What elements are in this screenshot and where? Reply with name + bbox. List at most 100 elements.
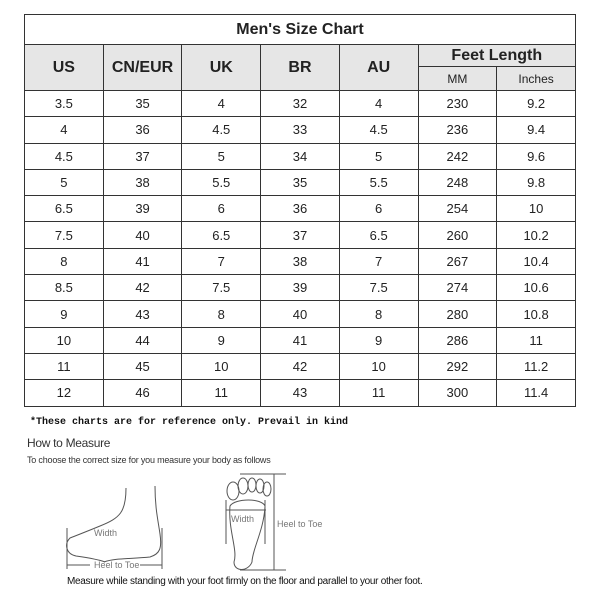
table-cell: 10.2 xyxy=(496,221,576,249)
table-cell: 286 xyxy=(417,326,498,354)
table-cell: 5.5 xyxy=(338,168,419,197)
table-cell: 32 xyxy=(260,89,340,118)
table-cell: 34 xyxy=(260,142,340,170)
table-cell: 7 xyxy=(181,247,262,276)
table-cell: 39 xyxy=(102,195,183,223)
measure-caption: Measure while standing with your foot fi… xyxy=(67,576,423,587)
table-cell: 40 xyxy=(102,221,183,249)
table-row: 12 46 11 43 11 300 11.4 xyxy=(24,379,576,407)
table-cell: 11 xyxy=(338,379,419,407)
table-row: 3.5 35 4 32 4 230 9.2 xyxy=(24,89,576,118)
table-cell: 5 xyxy=(181,142,262,170)
table-cell: 4.5 xyxy=(24,142,104,170)
table-cell: 37 xyxy=(102,142,183,170)
table-cell: 11 xyxy=(496,326,576,354)
table-cell: 38 xyxy=(102,168,183,197)
table-cell: 9.6 xyxy=(496,142,576,170)
table-cell: 40 xyxy=(260,300,340,328)
reference-note: *These charts are for reference only. Pr… xyxy=(30,417,349,428)
table-cell: 8 xyxy=(338,300,419,328)
table-cell: 5 xyxy=(24,168,104,197)
table-cell: 4.5 xyxy=(181,116,262,144)
table-row: 10 44 9 41 9 286 11 xyxy=(24,326,576,354)
header-inches: Inches xyxy=(496,66,576,91)
table-cell: 10 xyxy=(338,352,419,381)
top-width-label: Width xyxy=(231,514,254,524)
table-cell: 8 xyxy=(181,300,262,328)
table-cell: 7.5 xyxy=(338,274,419,302)
table-cell: 46 xyxy=(102,379,183,407)
size-chart-table: Men's Size Chart US CN/EUR UK BR AU Feet… xyxy=(24,14,577,407)
table-cell: 10.4 xyxy=(496,247,576,276)
table-cell: 43 xyxy=(102,300,183,328)
header-feet-length: Feet Length xyxy=(417,44,577,67)
how-to-measure-title: How to Measure xyxy=(27,436,111,450)
table-cell: 236 xyxy=(417,116,498,144)
table-cell: 9 xyxy=(24,300,104,328)
table-cell: 242 xyxy=(417,142,498,170)
table-cell: 10.8 xyxy=(496,300,576,328)
header-br: BR xyxy=(260,44,340,91)
table-cell: 260 xyxy=(417,221,498,249)
table-cell: 4.5 xyxy=(338,116,419,144)
table-cell: 4 xyxy=(181,89,262,118)
table-cell: 37 xyxy=(260,221,340,249)
table-cell: 9 xyxy=(338,326,419,354)
table-cell: 44 xyxy=(102,326,183,354)
table-cell: 267 xyxy=(417,247,498,276)
table-cell: 8 xyxy=(24,247,104,276)
table-cell: 39 xyxy=(260,274,340,302)
table-row: 8.5 42 7.5 39 7.5 274 10.6 xyxy=(24,274,576,302)
table-row: 6.5 39 6 36 6 254 10 xyxy=(24,195,576,223)
table-cell: 274 xyxy=(417,274,498,302)
table-cell: 11 xyxy=(24,352,104,381)
table-cell: 10 xyxy=(496,195,576,223)
table-cell: 4 xyxy=(338,89,419,118)
table-cell: 6.5 xyxy=(181,221,262,249)
table-cell: 9.2 xyxy=(496,89,576,118)
table-cell: 7.5 xyxy=(24,221,104,249)
header-au: AU xyxy=(338,44,419,91)
table-cell: 254 xyxy=(417,195,498,223)
table-cell: 9.8 xyxy=(496,168,576,197)
table-cell: 7.5 xyxy=(181,274,262,302)
table-cell: 10 xyxy=(181,352,262,381)
table-cell: 10.6 xyxy=(496,274,576,302)
table-cell: 11.4 xyxy=(496,379,576,407)
table-cell: 42 xyxy=(102,274,183,302)
table-cell: 5.5 xyxy=(181,168,262,197)
table-row: 8 41 7 38 7 267 10.4 xyxy=(24,247,576,276)
table-cell: 4 xyxy=(24,116,104,144)
side-foot-illustration: Width Heel to Toe xyxy=(66,485,163,570)
table-cell: 6 xyxy=(338,195,419,223)
table-cell: 43 xyxy=(260,379,340,407)
table-row: 5 38 5.5 35 5.5 248 9.8 xyxy=(24,168,576,197)
chart-title: Men's Size Chart xyxy=(24,14,576,45)
table-row: 4 36 4.5 33 4.5 236 9.4 xyxy=(24,116,576,144)
table-cell: 248 xyxy=(417,168,498,197)
table-cell: 3.5 xyxy=(24,89,104,118)
side-length-label: Heel to Toe xyxy=(94,560,139,570)
header-cn-eur: CN/EUR xyxy=(102,44,183,91)
table-row: 9 43 8 40 8 280 10.8 xyxy=(24,300,576,328)
table-cell: 41 xyxy=(260,326,340,354)
table-cell: 8.5 xyxy=(24,274,104,302)
table-cell: 10 xyxy=(24,326,104,354)
table-cell: 33 xyxy=(260,116,340,144)
table-cell: 12 xyxy=(24,379,104,407)
table-cell: 35 xyxy=(260,168,340,197)
table-cell: 35 xyxy=(102,89,183,118)
table-cell: 11.2 xyxy=(496,352,576,381)
table-cell: 36 xyxy=(102,116,183,144)
table-cell: 7 xyxy=(338,247,419,276)
table-cell: 6 xyxy=(181,195,262,223)
table-cell: 292 xyxy=(417,352,498,381)
table-cell: 42 xyxy=(260,352,340,381)
top-length-label: Heel to Toe xyxy=(277,519,322,529)
table-cell: 36 xyxy=(260,195,340,223)
table-cell: 45 xyxy=(102,352,183,381)
foot-diagrams: Width Heel to Toe Width Heel to Toe xyxy=(66,473,322,571)
table-cell: 41 xyxy=(102,247,183,276)
header-us: US xyxy=(24,44,104,91)
table-row: 4.5 37 5 34 5 242 9.6 xyxy=(24,142,576,170)
